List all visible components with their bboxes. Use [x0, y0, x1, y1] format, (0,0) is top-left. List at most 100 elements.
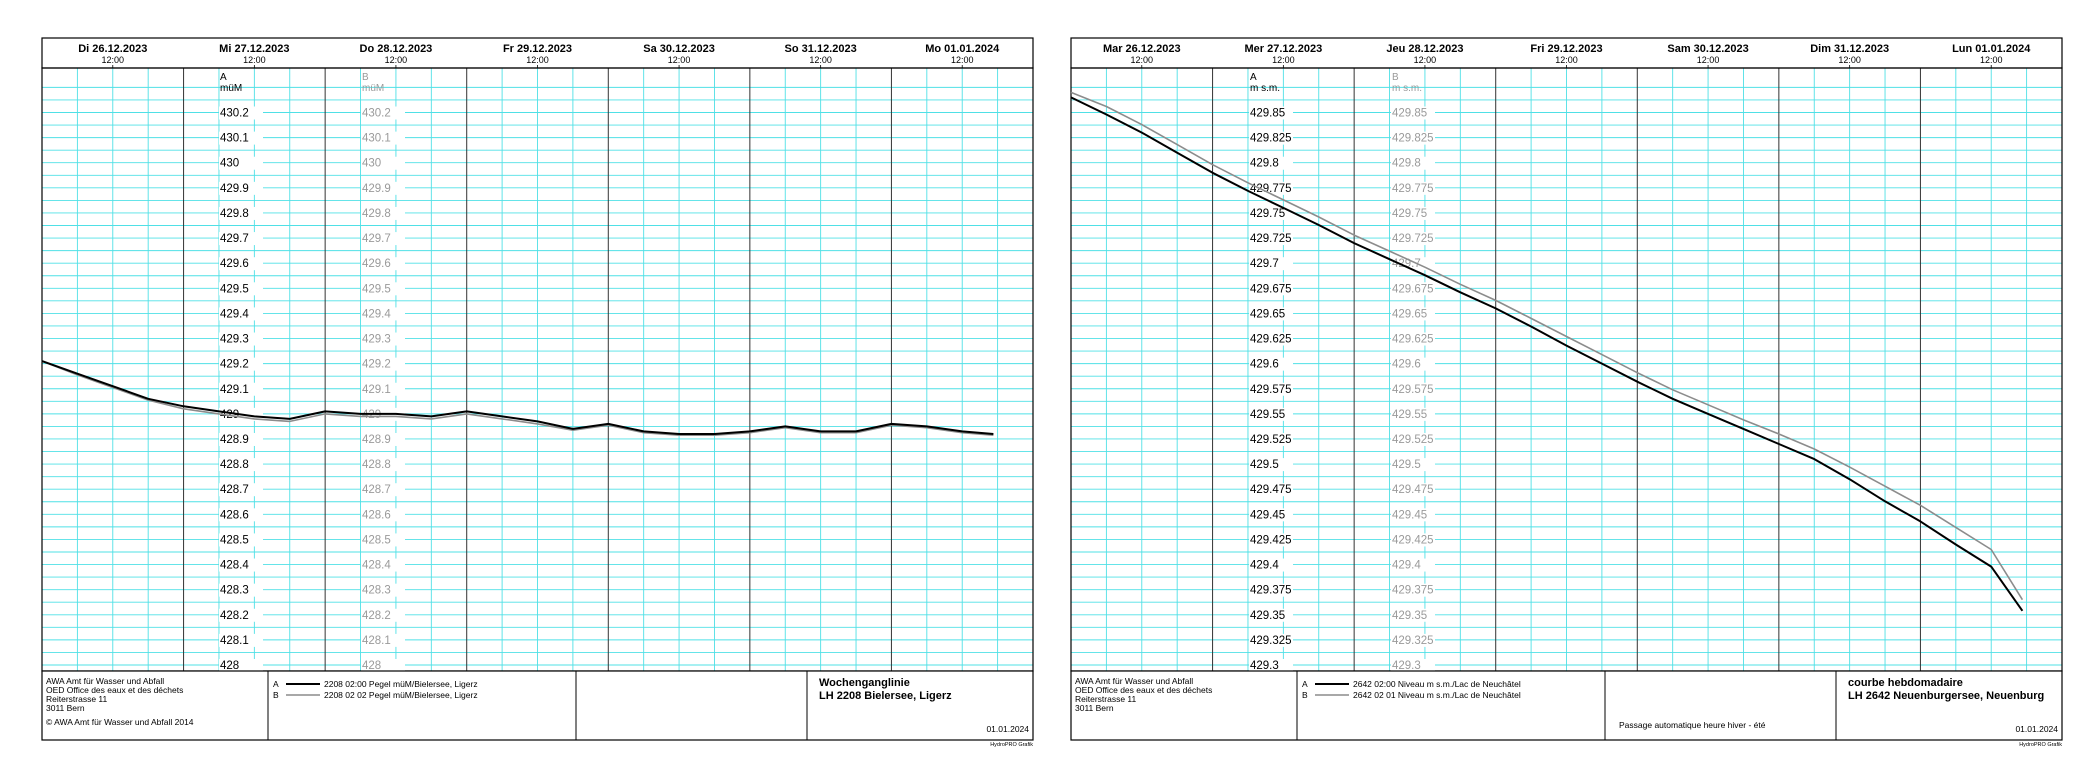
- y-tick-label-a: 429.1: [220, 384, 249, 396]
- y-tick-bg: [1249, 432, 1293, 446]
- y-tick-bg: [1391, 232, 1435, 246]
- y-tick-label-a: 429.3: [1250, 660, 1279, 672]
- y-tick-label-b: 429.4: [362, 308, 391, 320]
- y-tick-label-a: 429.7: [220, 233, 249, 245]
- x-tick-time: 12:00: [1697, 55, 1720, 65]
- legend-label: 2642 02 01 Niveau m s.m./Lac de Neuchâte…: [1353, 690, 1521, 700]
- y-tick-label-a: 428.2: [220, 610, 249, 622]
- y-tick-bg: [361, 432, 405, 446]
- legend-letter: B: [1302, 690, 1308, 700]
- y-tick-label-a: 430: [220, 158, 239, 170]
- y-tick-label-b: 428.9: [362, 434, 391, 446]
- y-tick-bg: [1249, 583, 1293, 597]
- footer-org-line: OED Office des eaux et des déchets: [1075, 685, 1212, 695]
- y-tick-label-a: 428.7: [220, 484, 249, 496]
- y-tick-bg: [219, 458, 263, 472]
- x-tick-time: 12:00: [1414, 55, 1437, 65]
- y-tick-bg: [1249, 533, 1293, 547]
- y-tick-label-b: 430.2: [362, 108, 391, 120]
- y-tick-label-b: 429.2: [362, 359, 391, 371]
- y-tick-label-a: 429.5: [1250, 459, 1279, 471]
- y-tick-bg: [1249, 407, 1293, 421]
- x-tick-time: 12:00: [102, 55, 125, 65]
- y-tick-bg: [361, 156, 405, 170]
- footer-org-line: AWA Amt für Wasser und Abfall: [1075, 676, 1193, 686]
- y-tick-label-b: 429.45: [1392, 509, 1427, 521]
- y-tick-bg: [361, 458, 405, 472]
- y-tick-bg: [1249, 357, 1293, 371]
- x-tick-time: 12:00: [385, 55, 408, 65]
- x-tick-time: 12:00: [243, 55, 266, 65]
- x-tick-label: Mar 26.12.2023: [1103, 43, 1181, 55]
- y-tick-bg: [1249, 382, 1293, 396]
- x-tick-label: Sa 30.12.2023: [643, 43, 715, 55]
- y-tick-label-a: 429.425: [1250, 534, 1292, 546]
- y-tick-label-a: 429.775: [1250, 183, 1292, 195]
- x-tick-label: Mi 27.12.2023: [219, 43, 289, 55]
- y-tick-bg: [1249, 131, 1293, 145]
- x-tick-label: Sam 30.12.2023: [1667, 43, 1748, 55]
- axis-b-letter: B: [1392, 72, 1399, 83]
- y-tick-bg: [1391, 633, 1435, 647]
- y-tick-label-a: 429.45: [1250, 509, 1285, 521]
- y-tick-bg: [361, 508, 405, 522]
- series-line-a: [41, 360, 994, 435]
- series-line-b: [41, 360, 994, 436]
- x-tick-label: Mo 01.01.2024: [925, 43, 1000, 55]
- y-tick-bg: [219, 131, 263, 145]
- legend-letter: A: [1302, 679, 1308, 689]
- y-tick-bg: [1391, 156, 1435, 170]
- y-tick-label-a: 429.9: [220, 183, 249, 195]
- y-tick-label-b: 429.7: [362, 233, 391, 245]
- y-tick-label-a: 428.6: [220, 509, 249, 521]
- y-tick-label-b: 429.3: [362, 334, 391, 346]
- y-tick-bg: [219, 307, 263, 321]
- x-tick-time: 12:00: [1980, 55, 2003, 65]
- x-tick-label: Fri 29.12.2023: [1530, 43, 1602, 55]
- footer-date: 01.01.2024: [986, 724, 1029, 734]
- y-tick-bg: [1391, 357, 1435, 371]
- footer-note: Passage automatique heure hiver - été: [1619, 720, 1766, 730]
- y-tick-label-b: 429.1: [362, 384, 391, 396]
- y-tick-label-b: 428.7: [362, 484, 391, 496]
- grid: [42, 68, 1033, 671]
- y-tick-bg: [361, 332, 405, 346]
- y-tick-label-a: 428.9: [220, 434, 249, 446]
- y-tick-label-a: 430.1: [220, 133, 249, 145]
- y-tick-label-b: 428.6: [362, 509, 391, 521]
- y-tick-label-b: 429.725: [1392, 233, 1434, 245]
- y-tick-bg: [1391, 659, 1435, 672]
- y-tick-label-a: 429.625: [1250, 334, 1292, 346]
- y-tick-bg: [361, 257, 405, 271]
- y-tick-bg: [361, 633, 405, 647]
- y-tick-label-a: 429.575: [1250, 384, 1292, 396]
- y-tick-bg: [361, 307, 405, 321]
- y-tick-bg: [219, 633, 263, 647]
- y-tick-label-b: 428.1: [362, 635, 391, 647]
- x-tick-time: 12:00: [809, 55, 832, 65]
- y-tick-label-b: 429.55: [1392, 409, 1427, 421]
- y-tick-bg: [219, 558, 263, 572]
- y-tick-label-a: 429.475: [1250, 484, 1292, 496]
- y-tick-bg: [219, 156, 263, 170]
- y-tick-bg: [219, 181, 263, 195]
- legend-label: 2642 02:00 Niveau m s.m./Lac de Neuchâte…: [1353, 679, 1521, 689]
- y-tick-bg: [219, 432, 263, 446]
- y-tick-bg: [361, 357, 405, 371]
- y-tick-label-b: 429.375: [1392, 585, 1434, 597]
- y-tick-bg: [361, 483, 405, 497]
- x-tick-time: 12:00: [951, 55, 974, 65]
- y-tick-bg: [219, 332, 263, 346]
- y-tick-bg: [1249, 558, 1293, 572]
- y-tick-label-a: 428: [220, 660, 239, 672]
- y-tick-label-a: 429.725: [1250, 233, 1292, 245]
- x-tick-label: So 31.12.2023: [785, 43, 857, 55]
- y-tick-label-a: 429.525: [1250, 434, 1292, 446]
- axis-a-letter: A: [1250, 72, 1257, 83]
- y-tick-bg: [1249, 232, 1293, 246]
- y-tick-bg: [361, 106, 405, 120]
- legend-letter: B: [273, 690, 279, 700]
